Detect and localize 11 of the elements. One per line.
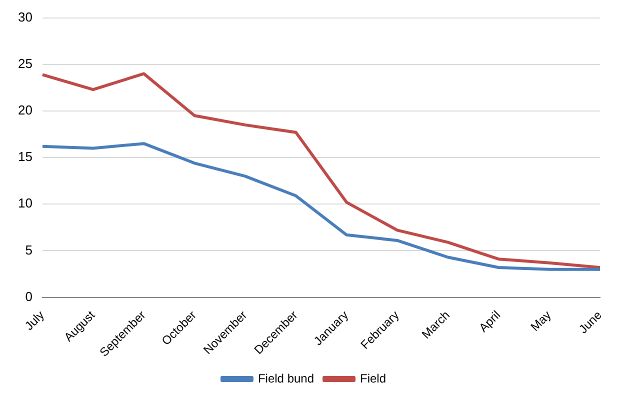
x-tick-label: May xyxy=(528,308,554,334)
y-tick-label: 20 xyxy=(18,102,32,118)
legend-label: Field bund xyxy=(258,371,314,386)
y-tick-label: 15 xyxy=(18,149,32,164)
y-tick-label: 30 xyxy=(18,9,32,24)
y-tick-label: 0 xyxy=(25,288,32,304)
y-tick-label: 10 xyxy=(18,196,32,211)
legend-label: Field xyxy=(360,371,386,386)
y-tick-label: 5 xyxy=(25,242,32,258)
x-tick-label: July xyxy=(22,308,47,333)
y-tick-label: 25 xyxy=(18,56,32,71)
